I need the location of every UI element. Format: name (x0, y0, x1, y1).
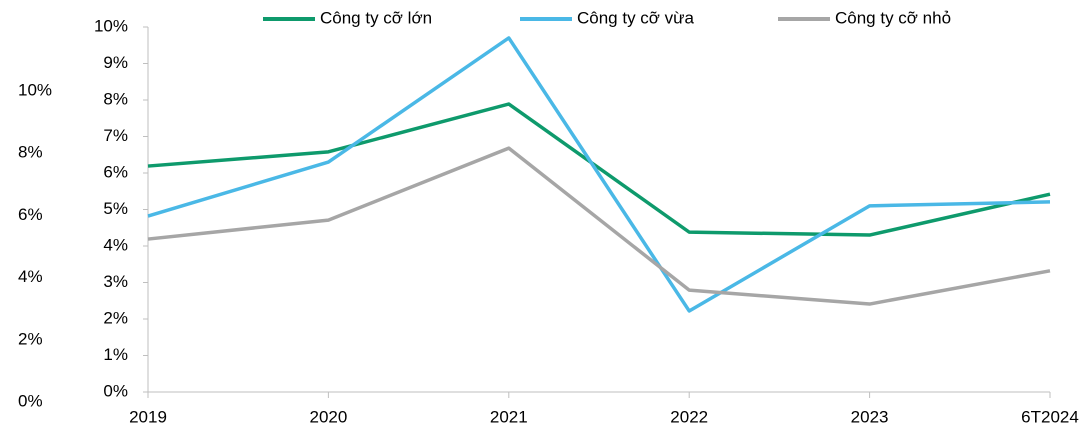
legend-label: Công ty cỡ lớn (320, 8, 432, 27)
x-tick-label: 6T2024 (1021, 407, 1079, 426)
y2-tick-label: 6% (18, 205, 43, 224)
y2-tick-label: 4% (18, 267, 43, 286)
y-tick-label: 1% (103, 345, 128, 364)
y-tick-label: 9% (103, 53, 128, 72)
x-tick-label: 2019 (129, 407, 167, 426)
y-tick-label: 4% (103, 235, 128, 254)
y-tick-label: 8% (103, 89, 128, 108)
y2-tick-label: 10% (18, 80, 52, 99)
series-line (147, 146, 1051, 306)
y-tick-label: 3% (103, 272, 128, 291)
y2-tick-label: 0% (18, 391, 43, 410)
x-tick-label: 2022 (670, 407, 708, 426)
y-tick-label: 10% (94, 16, 128, 35)
y-tick-label: 5% (103, 199, 128, 218)
y2-tick-label: 8% (18, 143, 43, 162)
y-tick-label: 6% (103, 162, 128, 181)
series-line (147, 102, 1051, 237)
y-tick-label: 0% (103, 381, 128, 400)
y-tick-label: 2% (103, 308, 128, 327)
series-line (147, 36, 1051, 313)
x-tick-label: 2023 (851, 407, 889, 426)
legend-label: Công ty cỡ vừa (577, 8, 695, 27)
x-tick-label: 2021 (490, 407, 528, 426)
y-tick-label: 7% (103, 126, 128, 145)
y2-tick-label: 2% (18, 329, 43, 348)
x-tick-label: 2020 (309, 407, 347, 426)
legend-label: Công ty cỡ nhỏ (835, 8, 951, 27)
